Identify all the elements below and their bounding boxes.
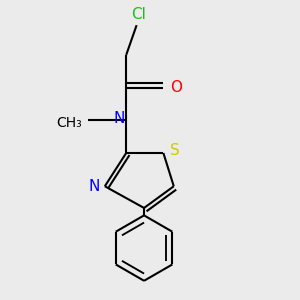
Text: Cl: Cl — [132, 7, 146, 22]
Text: N: N — [89, 179, 100, 194]
Text: O: O — [170, 80, 182, 95]
Text: N: N — [113, 111, 125, 126]
Text: S: S — [170, 143, 180, 158]
Text: CH₃: CH₃ — [56, 116, 82, 130]
